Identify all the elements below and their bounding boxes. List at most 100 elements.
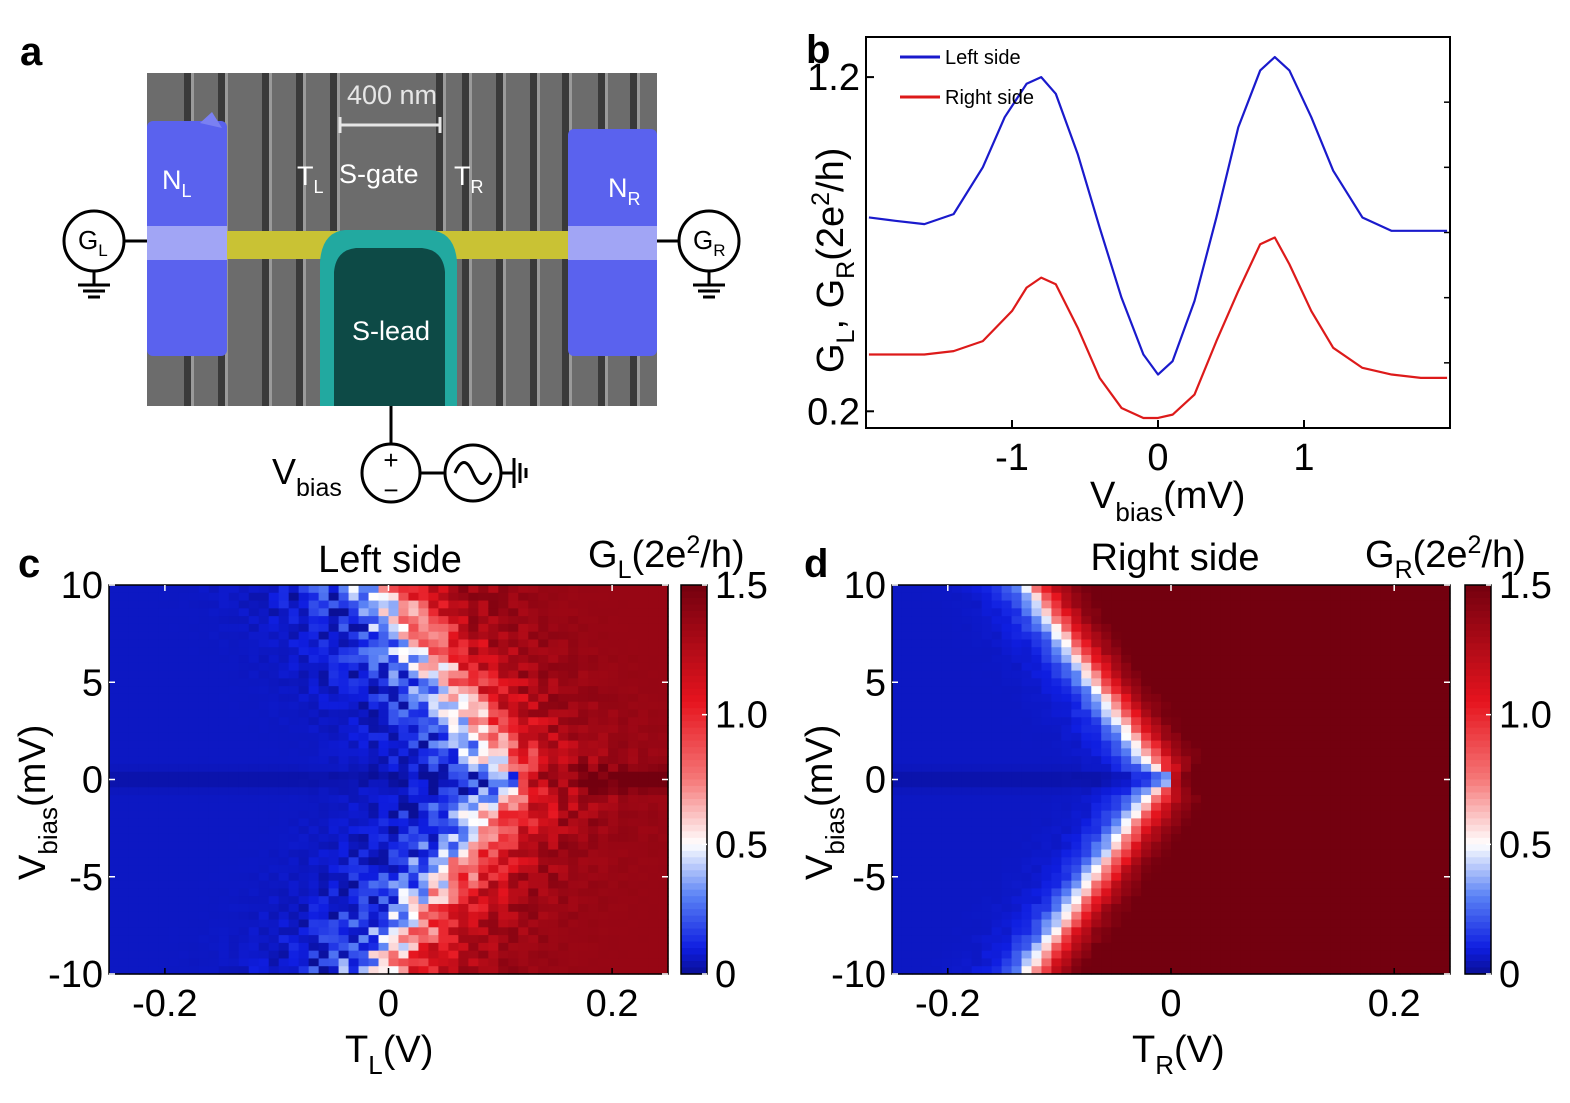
heat-cell (1161, 686, 1172, 695)
heat-cell (208, 950, 220, 960)
heat-cell (981, 841, 993, 851)
heat-cell (498, 857, 509, 866)
heat-cell (1260, 740, 1272, 749)
heat-cell (1171, 787, 1182, 796)
heat-cell (1141, 608, 1152, 617)
heat-cell (618, 872, 629, 882)
heat-cell (648, 841, 659, 851)
heat-cell (568, 639, 579, 648)
heat-cell (1200, 748, 1212, 757)
heat-cell (408, 950, 420, 960)
heat-cell (538, 709, 549, 718)
heat-cell (348, 927, 360, 936)
heat-cell (508, 623, 519, 633)
heat-cell (1230, 935, 1242, 944)
heat-cell (328, 616, 340, 625)
heat-cell (1011, 810, 1023, 819)
heat-cell (1270, 950, 1282, 960)
heat-cell (1161, 701, 1172, 711)
heat-cell (658, 732, 669, 742)
heat-cell (198, 608, 210, 617)
heat-cell (588, 865, 599, 874)
heat-cell (1260, 966, 1272, 975)
heat-cell (628, 670, 639, 679)
colorbar-cell (681, 662, 707, 670)
heat-cell (1011, 903, 1023, 913)
heat-cell (518, 647, 529, 656)
heat-cell (298, 888, 310, 897)
meter-GR-label: GR (693, 225, 726, 260)
heat-cell (368, 942, 380, 952)
heat-cell (1071, 686, 1082, 695)
heat-cell (518, 709, 529, 718)
heat-cell (328, 709, 340, 718)
heat-cell (1061, 709, 1072, 718)
heat-cell (1071, 903, 1082, 913)
heat-cell (1001, 709, 1013, 718)
heat-cell (1111, 771, 1122, 781)
heat-cell (1151, 896, 1162, 905)
heat-cell (1180, 616, 1192, 625)
heat-cell (528, 631, 539, 641)
heat-cell (198, 795, 210, 804)
heat-cell (218, 748, 230, 757)
heat-cell (398, 802, 410, 812)
heat-cell (168, 950, 180, 960)
heat-cell (648, 942, 659, 952)
heat-cell (971, 927, 983, 936)
heat-cell (1061, 888, 1072, 897)
heat-cell (911, 919, 923, 928)
heat-cell (398, 833, 410, 843)
heat-cell (1081, 911, 1092, 921)
heat-cell (548, 670, 559, 679)
heat-cell (598, 592, 609, 602)
heat-cell (308, 756, 320, 765)
heat-cell (548, 655, 559, 664)
heat-cell (518, 608, 529, 617)
heat-cell (1180, 623, 1192, 633)
heat-cell (648, 903, 659, 913)
heat-cell (238, 826, 250, 835)
heat-cell (258, 818, 270, 827)
heat-cell (238, 693, 250, 703)
colorbar-cell (681, 734, 707, 742)
heat-cell (508, 771, 519, 781)
heat-cell (1131, 865, 1142, 874)
heat-cell (318, 787, 330, 796)
heat-cell (1230, 623, 1242, 633)
heat-cell (1280, 903, 1292, 913)
heat-cell (618, 841, 629, 851)
heat-cell (208, 927, 220, 936)
heat-cell (1121, 919, 1132, 928)
heat-cell (198, 841, 210, 851)
heat-cell (1280, 935, 1292, 944)
heat-cell (1071, 872, 1082, 882)
heat-cell (1171, 966, 1182, 975)
heat-cell (1061, 592, 1072, 602)
heat-cell (638, 756, 649, 765)
heat-cell (109, 585, 120, 594)
heat-cell (278, 732, 290, 742)
heat-cell (488, 693, 499, 703)
heat-cell (238, 919, 250, 928)
heat-cell (658, 717, 669, 726)
heat-cell (188, 950, 200, 960)
heat-cell (378, 631, 390, 641)
heat-cell (1011, 756, 1023, 765)
heat-cell (278, 966, 290, 975)
heat-cell (458, 592, 469, 602)
heat-cell (588, 935, 599, 944)
heat-cell (258, 795, 270, 804)
heat-cell (558, 795, 569, 804)
heat-cell (278, 849, 290, 858)
heat-cell (1180, 826, 1192, 835)
heat-cell (951, 763, 963, 773)
heat-cell (1250, 623, 1262, 633)
heat-cell (228, 662, 240, 672)
heat-cell (278, 725, 290, 734)
heat-cell (508, 966, 519, 975)
heat-cell (338, 608, 350, 617)
heat-cell (1011, 709, 1023, 718)
heat-cell (308, 849, 320, 858)
heat-cell (338, 725, 350, 734)
